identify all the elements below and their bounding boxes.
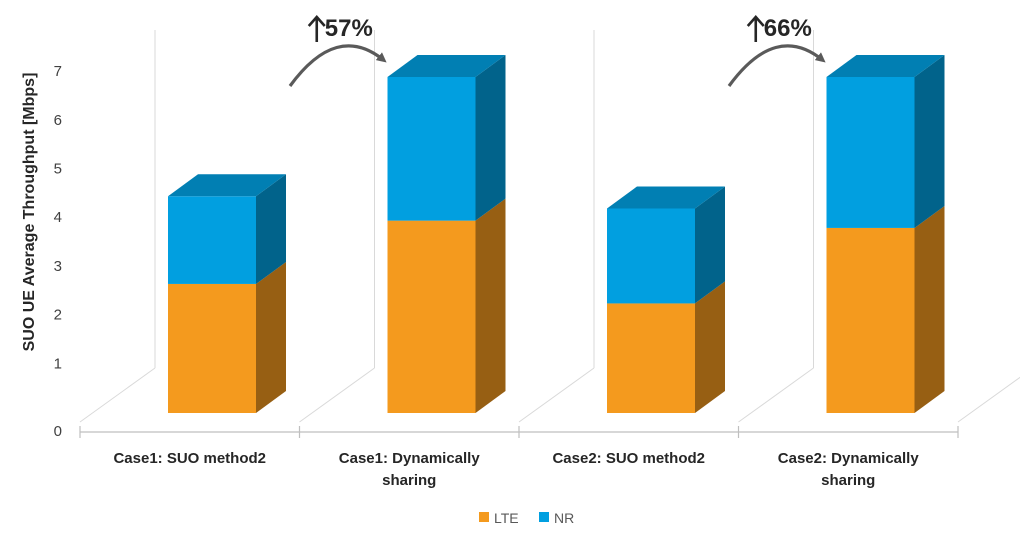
- bar-front: [168, 283, 256, 413]
- legend: LTE NR: [479, 510, 574, 526]
- bar-side: [695, 281, 725, 413]
- x-tick-label: Case1: Dynamically sharing: [339, 450, 481, 489]
- bar-side: [914, 205, 945, 413]
- bar-top: [826, 54, 945, 77]
- x-tick-label: Case1: SUO method2: [113, 450, 266, 467]
- x-tick-label-line: sharing: [821, 472, 875, 489]
- bar-front: [826, 227, 915, 413]
- x-tick-label: Case2: Dynamically sharing: [778, 450, 920, 489]
- x-tick-label: Case2: SUO method2: [552, 450, 705, 467]
- y-tick-label: 3: [54, 258, 62, 275]
- legend-label-lte: LTE: [494, 510, 519, 526]
- y-tick-label: 6: [54, 112, 62, 129]
- bar-top: [168, 174, 286, 197]
- increase-label: 57%: [325, 15, 373, 42]
- bar-side: [914, 54, 945, 228]
- y-axis: 0 1 2 3 4 5 6 7: [54, 63, 62, 440]
- bar-front: [168, 196, 256, 284]
- bar-side: [475, 54, 506, 221]
- back-walls: [79, 30, 1020, 423]
- y-tick-label: 2: [54, 307, 62, 324]
- floor-line: [79, 367, 156, 423]
- x-tick-label-line: Case2: Dynamically: [778, 450, 920, 467]
- x-tick-label-line: Case1: Dynamically: [339, 450, 481, 467]
- x-tick-label-line: Case2: SUO method2: [552, 450, 705, 467]
- y-tick-label: 0: [54, 423, 62, 440]
- bar-lte-2: [387, 198, 506, 413]
- bars: [168, 54, 945, 413]
- x-axis: Case1: SUO method2 Case1: Dynamically shar…: [79, 426, 959, 489]
- bar-lte-3: [607, 281, 725, 413]
- annotations: 57% 66%: [288, 15, 826, 87]
- bar-front: [607, 208, 695, 304]
- up-arrow-icon: [307, 15, 326, 42]
- floor-line: [957, 376, 1020, 423]
- y-tick-label: 5: [54, 160, 62, 177]
- y-axis-label: SUO UE Average Throughput [Mbps]: [21, 73, 38, 352]
- bar-side: [475, 198, 506, 413]
- increase-label: 66%: [764, 15, 812, 42]
- bar-front: [387, 220, 476, 413]
- legend-swatch-lte: [479, 512, 489, 522]
- bar-front: [387, 76, 476, 221]
- bar-nr-4: [826, 54, 945, 228]
- bar-nr-2: [387, 54, 506, 221]
- bar-front: [607, 303, 695, 413]
- bar-nr-3: [607, 186, 725, 304]
- bar-side: [256, 174, 286, 284]
- x-tick-label-line: Case1: SUO method2: [113, 450, 266, 467]
- y-tick-label: 1: [54, 355, 62, 372]
- bar-lte-1: [168, 261, 286, 413]
- up-arrow-head: [746, 15, 765, 27]
- bar-side: [695, 186, 725, 304]
- x-tick-label-line: sharing: [382, 472, 436, 489]
- bar-top: [387, 54, 506, 77]
- increase-arrow: [727, 44, 826, 87]
- bar-top: [607, 186, 725, 209]
- bar-nr-1: [168, 174, 286, 284]
- increase-arrow: [288, 44, 387, 87]
- bar-side: [256, 261, 286, 413]
- bar-lte-4: [826, 205, 945, 413]
- floor-line: [518, 367, 595, 423]
- y-tick-label: 4: [54, 209, 62, 226]
- up-arrow-icon: [746, 15, 765, 42]
- floor-line: [299, 367, 375, 423]
- bar-front: [826, 76, 915, 228]
- floor-line: [738, 367, 814, 423]
- legend-swatch-nr: [539, 512, 549, 522]
- up-arrow-head: [307, 15, 326, 27]
- y-tick-label: 7: [54, 63, 62, 80]
- legend-label-nr: NR: [554, 510, 574, 526]
